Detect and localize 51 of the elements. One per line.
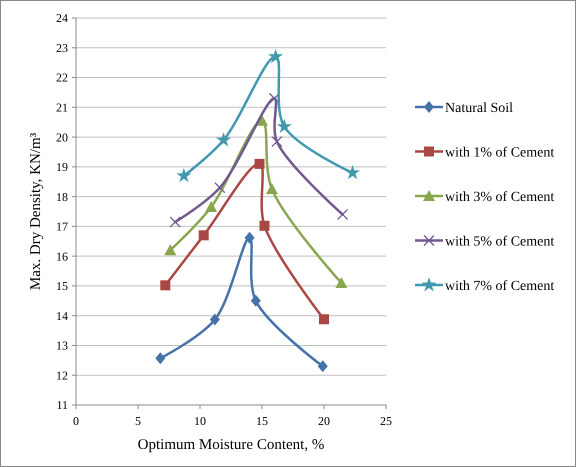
point: [336, 208, 348, 220]
legend-label: with 3% of Cement: [445, 190, 554, 205]
y-tick-label: 22: [56, 70, 68, 85]
x-tick-label: 0: [73, 414, 79, 428]
legend-label: with 1% of Cement: [445, 145, 554, 160]
point: [266, 183, 278, 194]
point: [170, 216, 181, 228]
y-tick-label: 21: [56, 100, 68, 115]
legend-label: Natural Soil: [445, 100, 514, 116]
y-tick-label: 23: [56, 40, 68, 55]
point: [155, 352, 166, 364]
point: [254, 158, 265, 169]
point: [198, 230, 209, 240]
point: [319, 314, 329, 324]
y-axis-title: Max. Dry Density, KN/m³: [28, 132, 44, 290]
y-tick-label: 17: [56, 220, 68, 234]
point: [345, 164, 360, 180]
x-tick-label: 20: [318, 414, 330, 428]
point: [271, 136, 283, 148]
point: [268, 48, 284, 64]
point: [160, 280, 170, 290]
x-tick-label: 5: [135, 414, 141, 428]
point: [335, 276, 348, 288]
legend-label: with 5% of Cement: [445, 234, 554, 250]
point: [276, 118, 292, 134]
y-tick-label: 11: [56, 398, 68, 412]
y-tick-label: 15: [56, 279, 68, 294]
y-tick-label: 16: [56, 249, 68, 264]
point: [268, 92, 280, 104]
point: [244, 232, 255, 244]
point: [318, 360, 328, 372]
point: [176, 168, 192, 182]
y-tick-label: 14: [56, 308, 68, 323]
point: [259, 220, 270, 231]
point: [210, 314, 220, 326]
point: [164, 244, 176, 256]
point: [205, 201, 218, 212]
point: [214, 182, 226, 194]
y-tick-label: 24: [56, 11, 68, 26]
point: [250, 294, 261, 307]
legend-label: with 7% of Cement: [445, 278, 554, 294]
y-tick-label: 19: [56, 160, 68, 174]
x-tick-label: 25: [380, 414, 392, 428]
x-tick-label: 15: [256, 414, 268, 428]
point: [216, 132, 232, 146]
y-tick-label: 13: [56, 338, 68, 353]
x-axis-title: Optimum Moisture Content, %: [138, 437, 324, 453]
x-tick-label: 10: [194, 414, 206, 428]
y-tick-label: 20: [56, 130, 68, 144]
y-tick-label: 18: [56, 190, 68, 204]
y-tick-label: 12: [56, 368, 68, 382]
